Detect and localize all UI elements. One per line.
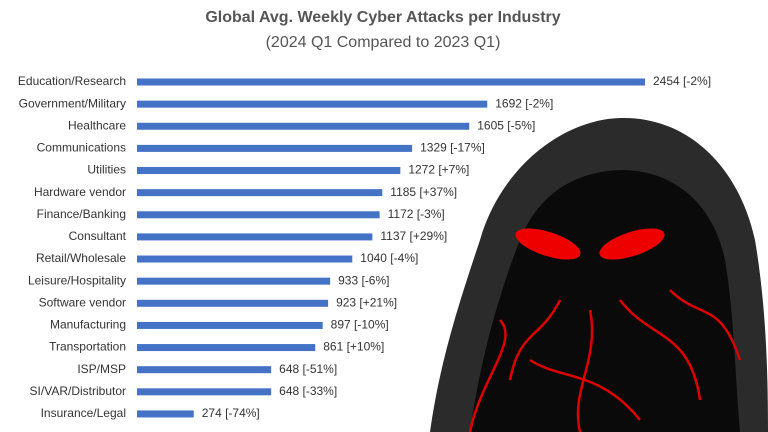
value-label: 1040 [-4%] — [360, 251, 418, 265]
value-label: 648 [-33%] — [279, 384, 337, 398]
chart-subtitle: (2024 Q1 Compared to 2023 Q1) — [266, 34, 501, 51]
category-label: Education/Research — [18, 74, 126, 88]
bar — [137, 211, 380, 219]
chart-title: Global Avg. Weekly Cyber Attacks per Ind… — [205, 9, 560, 26]
bar — [137, 233, 373, 241]
value-label: 648 [-51%] — [279, 362, 337, 376]
bar — [137, 189, 383, 197]
bar — [137, 255, 353, 263]
category-label: Healthcare — [68, 118, 126, 132]
category-label: Leisure/Hospitality — [28, 273, 126, 287]
category-label: Communications — [37, 141, 126, 155]
category-label: Manufacturing — [50, 318, 126, 332]
bar — [137, 388, 272, 396]
bar — [137, 167, 401, 175]
eye — [599, 228, 665, 260]
value-label: 1137 [+29%] — [380, 229, 447, 243]
value-label: 1692 [-2%] — [495, 96, 553, 110]
value-label: 2454 [-2%] — [653, 74, 711, 88]
bar — [137, 366, 272, 374]
category-label: Insurance/Legal — [41, 406, 126, 420]
bar — [137, 100, 488, 108]
bar — [137, 344, 316, 352]
value-label: 1329 [-17%] — [420, 141, 485, 155]
category-label: Retail/Wholesale — [36, 251, 126, 265]
category-label: Consultant — [69, 229, 127, 243]
category-label: Hardware vendor — [34, 185, 126, 199]
red-veins — [468, 289, 742, 432]
value-label: 923 [+21%] — [336, 295, 397, 309]
value-label: 274 [-74%] — [202, 406, 260, 420]
bar — [137, 122, 470, 130]
category-label: ISP/MSP — [77, 362, 126, 376]
eye — [515, 228, 581, 260]
value-label: 1272 [+7%] — [408, 163, 469, 177]
value-label: 897 [-10%] — [331, 318, 389, 332]
category-label: Finance/Banking — [37, 207, 126, 221]
hooded-figure — [430, 117, 768, 432]
value-label: 933 [-6%] — [338, 273, 389, 287]
category-label: Transportation — [49, 340, 126, 354]
bar — [137, 321, 323, 329]
category-label: Government/Military — [19, 96, 126, 110]
bar — [137, 299, 329, 307]
bar — [137, 410, 194, 418]
bar — [137, 78, 645, 86]
category-label: Software vendor — [39, 295, 126, 309]
value-label: 861 [+10%] — [323, 340, 384, 354]
bars: Education/Research 2454 [-2%] Government/M… — [18, 74, 711, 420]
value-label: 1605 [-5%] — [477, 118, 535, 132]
value-label: 1185 [+37%] — [390, 185, 457, 199]
value-label: 1172 [-3%] — [388, 207, 445, 221]
bar — [137, 144, 413, 152]
category-label: Utilities — [87, 163, 126, 177]
bar — [137, 277, 331, 285]
category-label: SI/VAR/Distributor — [30, 384, 126, 398]
